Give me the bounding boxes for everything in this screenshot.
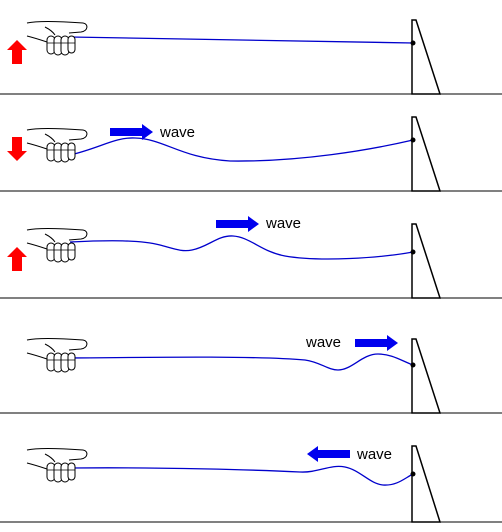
rope	[69, 137, 414, 162]
rope	[69, 36, 414, 44]
panel-1	[0, 19, 502, 95]
wave-label: wave	[159, 124, 195, 141]
post	[411, 338, 442, 414]
hand-icon	[26, 127, 88, 163]
panel-5: wave	[0, 445, 502, 523]
hand-up-arrow	[7, 40, 27, 64]
wave-right-arrow	[355, 335, 398, 351]
wave-label: wave	[305, 334, 341, 351]
wave-left-arrow	[307, 446, 350, 462]
post	[411, 116, 442, 192]
wave-right-arrow	[216, 216, 259, 232]
hand-icon	[26, 20, 88, 56]
hand-down-arrow	[7, 137, 27, 161]
wave-label: wave	[356, 446, 392, 463]
post	[411, 445, 442, 523]
rope-anchor	[410, 137, 416, 143]
rope-anchor	[410, 471, 416, 477]
rope	[69, 353, 414, 371]
post	[411, 223, 442, 299]
hand-up-arrow	[7, 247, 27, 271]
rope	[69, 465, 414, 486]
panel-3: wave	[0, 215, 502, 299]
rope-anchor	[410, 40, 416, 46]
hand-icon	[26, 337, 88, 373]
hand-icon	[26, 447, 88, 483]
rope-anchor	[410, 249, 416, 255]
wave-label: wave	[265, 215, 301, 232]
hand-icon	[26, 227, 88, 263]
panel-4: wave	[0, 334, 502, 414]
panel-2: wave	[0, 116, 502, 192]
post	[411, 19, 442, 95]
rope	[69, 235, 414, 260]
rope-anchor	[410, 362, 416, 368]
